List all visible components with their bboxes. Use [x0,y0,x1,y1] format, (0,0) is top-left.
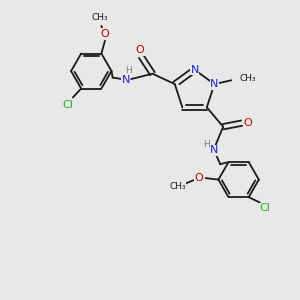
Text: O: O [135,45,144,55]
Text: Cl: Cl [259,203,270,213]
Text: O: O [194,173,203,183]
Text: CH₃: CH₃ [91,14,108,22]
Text: H: H [203,140,210,149]
Text: CH₃: CH₃ [239,74,256,83]
Text: CH₃: CH₃ [169,182,186,191]
Text: N: N [190,65,199,75]
Text: O: O [100,28,109,39]
Text: N: N [210,79,219,89]
Text: H: H [125,66,132,75]
Text: Cl: Cl [62,100,73,110]
Text: O: O [244,118,253,128]
Text: N: N [210,146,218,155]
Text: N: N [122,75,130,85]
